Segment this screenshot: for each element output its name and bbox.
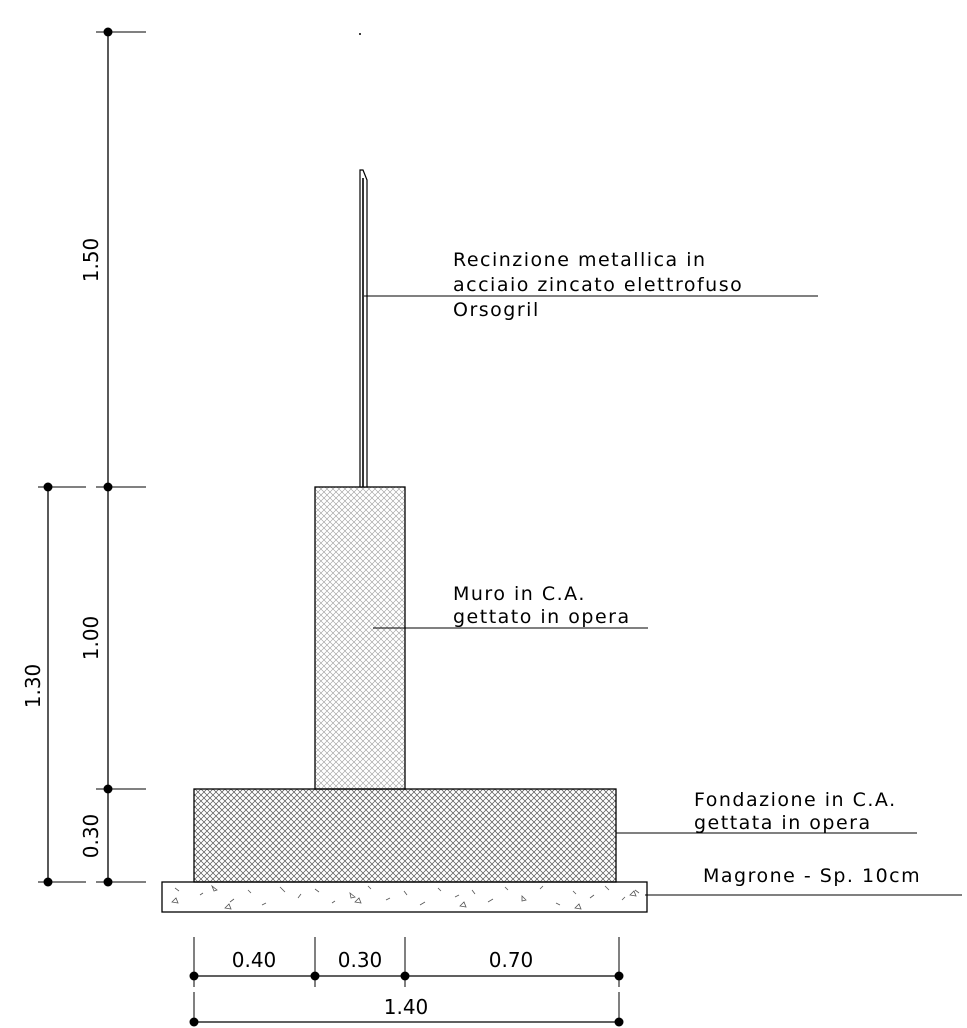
fence-panel: [359, 169, 368, 488]
dim-heel-width: 0.70: [489, 948, 534, 972]
dim-foundation-height: 0.30: [79, 814, 103, 859]
wall-stem: [314, 486, 406, 790]
vertical-dimension-inner: [96, 27, 146, 887]
horizontal-dimension-total: [189, 992, 624, 1027]
dim-total-width: 1.40: [384, 995, 429, 1019]
fence-label-line-2: acciaio zincato elettrofuso: [453, 274, 743, 296]
blinding-label: Magrone - Sp. 10cm: [703, 865, 921, 887]
foundation-slab: [193, 788, 617, 883]
horizontal-dimension-parts: [189, 937, 624, 987]
dim-wall-width: 0.30: [338, 948, 383, 972]
stray-point: [359, 33, 361, 35]
foundation-label-line-2: gettata in opera: [694, 812, 872, 834]
wall-label-line-2: gettato in opera: [453, 606, 631, 628]
dim-toe-width: 0.40: [232, 948, 277, 972]
wall-label-line-1: Muro in C.A.: [453, 583, 586, 605]
dim-fence-height: 1.50: [79, 238, 103, 283]
foundation-label-line-1: Fondazione in C.A.: [694, 789, 897, 811]
blinding-layer: [161, 881, 648, 913]
fence-label-line-3: Orsogril: [453, 299, 540, 321]
dim-wall-height: 1.00: [79, 616, 103, 661]
dim-total-wall-height: 1.30: [21, 664, 45, 709]
vertical-dimension-outer: [38, 482, 86, 887]
fence-label-line-1: Recinzione metallica in: [453, 249, 707, 271]
